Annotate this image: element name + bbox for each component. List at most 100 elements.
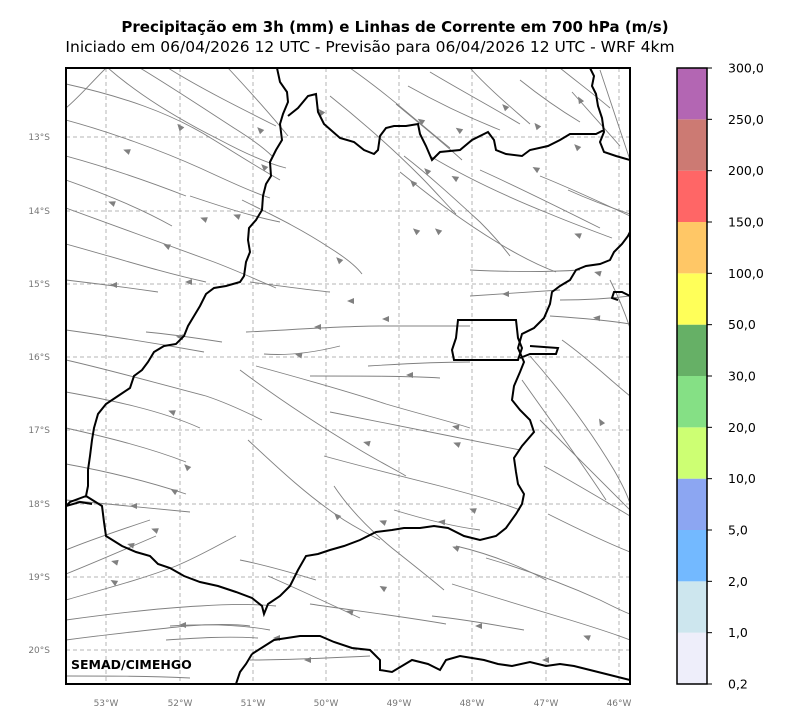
streamline [167,68,277,127]
colorbar-segment [677,324,707,376]
streamline [567,189,630,215]
streamline [539,175,630,217]
streamline [66,463,187,495]
streamline-arrow [452,546,460,552]
streamline [393,509,481,531]
latitude-label: 13°S [28,133,50,143]
streamline-arrow [424,168,432,176]
colorbar-label: 250,0 [728,112,764,127]
streamline-arrow [574,144,582,152]
streamline-arrow [451,176,460,183]
streamline-arrow [593,315,601,322]
longitude-labels: 53°W 52°W 51°W 50°W 49°W 48°W 47°W 46°W [94,699,632,709]
streamline [469,68,531,125]
colorbar-segment [677,170,707,222]
streamline-arrow [110,580,119,587]
colorbar-segment [677,581,707,633]
streamline [407,85,501,131]
streamline [255,365,471,429]
map-frame [65,67,631,685]
streamline [561,339,630,397]
streamline [323,455,521,511]
streamline-arrow [379,520,387,526]
streamline [599,69,630,161]
streamline-arrow [438,519,446,526]
streamline-arrow [127,542,135,549]
streamline [609,279,630,329]
streamline [469,269,581,272]
longitude-label: 48°W [460,699,485,709]
colorbar-label: 200,0 [728,163,764,178]
streamline [66,279,159,293]
latitude-labels: 13°S 14°S 15°S 16°S 17°S 18°S 19°S 20°S [28,133,50,656]
credit-label: SEMAD/CIMEHGO [71,657,192,672]
streamline-arrow [469,508,477,514]
streamline [245,325,470,333]
streamline [395,103,463,161]
streamline [66,119,271,199]
colorbar-label: 150,0 [728,215,764,230]
streamline-arrow [347,298,354,304]
streamline [559,295,630,301]
streamline [66,675,191,679]
streamline-arrow [542,657,549,663]
streamline-arrow [261,164,269,172]
streamline-arrow [452,424,460,431]
streamline [431,615,525,631]
streamline [139,68,273,157]
colorbar-segment [677,632,707,684]
federal-district-border [450,319,524,361]
streamline [66,427,187,463]
streamline-arrow [110,282,117,288]
streamline-arrow [412,228,421,236]
longitude-label: 53°W [94,699,119,709]
colorbar-segment [677,427,707,479]
longitude-label: 47°W [534,699,559,709]
streamline [455,545,547,581]
streamline-arrow [599,418,606,427]
streamline-arrow [578,96,585,105]
streamline-arrow [111,559,119,566]
map-title: Precipitação em 3h (mm) e Linhas de Corr… [121,18,669,36]
latitude-label: 15°S [28,280,50,290]
streamline [267,575,361,619]
latitude-label: 20°S [28,646,50,656]
colorbar-segment [677,222,707,274]
colorbar-segment [677,530,707,582]
streamline-arrow [177,123,185,132]
streamline [349,68,451,149]
longitude-label: 51°W [241,699,266,709]
streamline-arrow [184,464,192,472]
streamline [66,535,237,601]
streamline-arrow [314,324,321,330]
colorbar-label: 300,0 [728,61,764,76]
streamline-arrow [170,489,179,496]
streamline [169,624,271,631]
streamline [519,79,581,123]
streamline [165,636,259,641]
streamline [309,375,441,379]
longitude-label: 49°W [387,699,412,709]
streamline-arrow [200,217,208,223]
streamline-arrow [163,244,171,250]
streamline [333,485,445,591]
streamline [469,289,561,297]
longitude-label: 46°W [607,699,632,709]
latitude-label: 14°S [28,207,50,217]
streamline-arrow [151,528,159,534]
streamline [66,179,173,227]
streamline [529,355,630,505]
streamline [66,243,207,283]
streamline [329,411,521,451]
streamline [239,369,407,477]
streamline [189,195,281,223]
streamline [66,207,277,289]
streamline-arrow [455,127,464,135]
colorbar-segment [677,119,707,171]
streamline-arrow [304,657,311,663]
colorbar-segment [677,273,707,325]
streamline-arrow [257,127,265,135]
streamline-arrow [168,410,176,416]
streamline-arrow [295,352,303,359]
